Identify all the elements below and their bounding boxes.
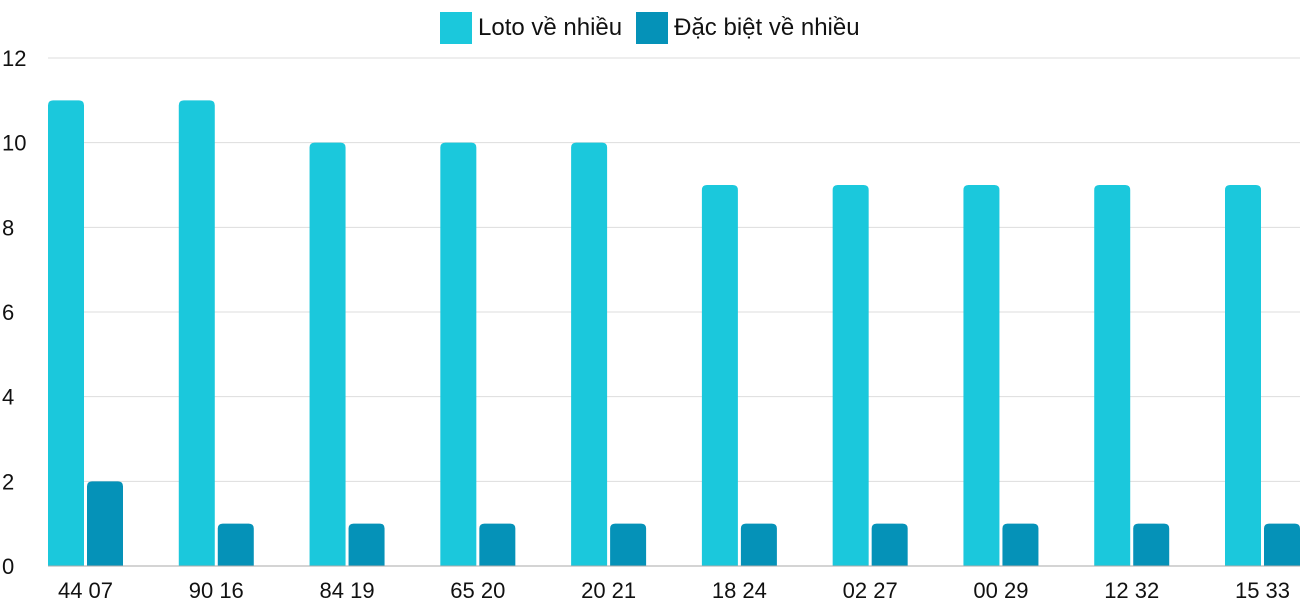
x-tick-label: 65 20: [450, 578, 505, 600]
bar-loto: [440, 142, 477, 566]
x-tick-label: 02 27: [843, 578, 898, 600]
y-tick-label: 0: [2, 554, 14, 579]
bar-loto: [1094, 185, 1131, 566]
chart-legend: Loto về nhiều Đặc biệt về nhiều: [440, 12, 860, 44]
x-tick-label: 44 07: [58, 578, 113, 600]
bar-loto: [832, 185, 869, 566]
x-tick-label: 84 19: [320, 578, 375, 600]
y-tick-label: 4: [2, 385, 14, 410]
x-tick-label: 18 24: [712, 578, 767, 600]
bar-dac-biet: [479, 523, 516, 566]
legend-swatch-loto: [440, 12, 472, 44]
bar-dac-biet: [217, 523, 254, 566]
bar-loto: [571, 142, 608, 566]
bar-dac-biet: [87, 481, 123, 566]
bar-dac-biet: [1264, 523, 1300, 566]
bar-dac-biet: [740, 523, 777, 566]
legend-swatch-dac-biet: [636, 12, 669, 44]
bar-dac-biet: [1002, 523, 1039, 566]
legend-item-dac-biet[interactable]: Đặc biệt về nhiều: [636, 12, 860, 44]
bar-loto: [701, 185, 738, 566]
y-tick-label: 10: [2, 131, 26, 156]
x-tick-label: 00 29: [973, 578, 1028, 600]
y-tick-label: 2: [2, 469, 14, 494]
bar-dac-biet: [610, 523, 647, 566]
legend-label-loto: Loto về nhiều: [478, 14, 623, 41]
x-tick-label: 90 16: [189, 578, 244, 600]
x-tick-label: 20 21: [581, 578, 636, 600]
bar-dac-biet: [871, 523, 908, 566]
bar-loto: [1225, 185, 1261, 566]
bar-loto: [963, 185, 1000, 566]
bar-loto: [178, 100, 215, 566]
bar-dac-biet: [1133, 523, 1170, 566]
legend-item-loto[interactable]: Loto về nhiều: [440, 12, 622, 44]
y-tick-label: 8: [2, 215, 14, 240]
legend-label-dac-biet: Đặc biệt về nhiều: [674, 14, 860, 41]
bar-loto: [309, 142, 346, 566]
y-tick-label: 12: [2, 46, 26, 71]
x-tick-label: 12 32: [1104, 578, 1159, 600]
y-tick-label: 6: [2, 300, 14, 325]
x-tick-label: 15 33: [1235, 578, 1290, 600]
bar-dac-biet: [348, 523, 385, 566]
bar-loto: [48, 100, 84, 566]
